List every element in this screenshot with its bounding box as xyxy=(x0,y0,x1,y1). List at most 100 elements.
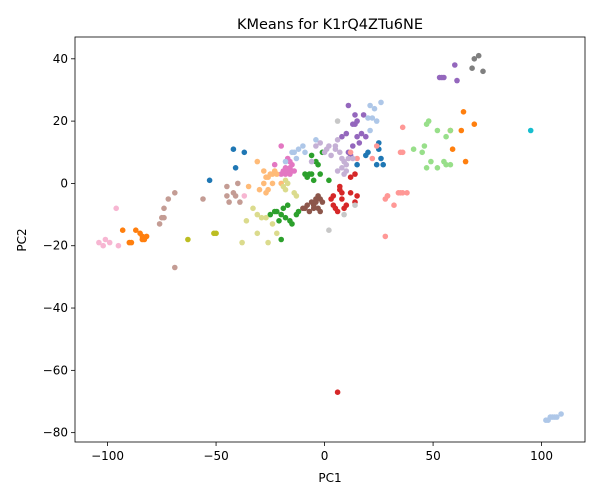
cluster-1-point xyxy=(449,146,456,152)
cluster-2-point xyxy=(276,218,282,224)
cluster-5-point xyxy=(313,196,319,202)
cluster-14-point xyxy=(334,137,341,143)
cluster-0-point xyxy=(206,177,213,184)
cluster-0-point xyxy=(380,161,387,168)
cluster-12-point xyxy=(425,118,432,124)
cluster-4-point xyxy=(360,112,367,118)
cluster-10-point xyxy=(558,411,564,417)
cluster-2-point xyxy=(280,205,287,212)
cluster-5-point xyxy=(300,205,306,212)
y-tick-label: 0 xyxy=(60,176,68,190)
cluster-4-point xyxy=(441,74,447,81)
cluster-4-point xyxy=(354,133,360,140)
cluster-1-point xyxy=(128,239,135,246)
cluster-18-point xyxy=(284,180,291,187)
cluster-10-point xyxy=(282,158,289,165)
cluster-2-point xyxy=(295,208,302,215)
cluster-2-point xyxy=(317,171,324,177)
cluster-1-point xyxy=(139,236,146,243)
cluster-17-point xyxy=(334,118,341,124)
cluster-13-point xyxy=(347,149,354,156)
cluster-14-point xyxy=(337,149,343,156)
cluster-15-point xyxy=(161,214,167,221)
cluster-18-point xyxy=(239,239,245,246)
y-tick-label: 20 xyxy=(53,114,68,128)
cluster-11-point xyxy=(263,190,269,196)
cluster-2-point xyxy=(302,171,308,177)
cluster-4-point xyxy=(363,133,369,140)
cluster-2-point xyxy=(310,177,317,184)
cluster-15-point xyxy=(237,199,243,205)
cluster-16-point xyxy=(115,242,122,249)
cluster-12-point xyxy=(443,133,449,140)
cluster-15-point xyxy=(172,264,178,271)
ticks-layer: −100 −50 0 50 100 40 20 0 −20 −40 −60 −80 xyxy=(43,52,553,463)
cluster-4-point xyxy=(358,130,365,137)
cluster-18-point xyxy=(250,205,256,212)
cluster-15-point xyxy=(165,196,172,202)
cluster-16-point xyxy=(106,239,113,246)
cluster-0-point xyxy=(230,146,237,152)
cluster-18-point xyxy=(243,218,250,224)
cluster-10-point xyxy=(295,146,302,152)
x-tick-label: −50 xyxy=(203,449,228,463)
cluster-4-point xyxy=(452,62,458,68)
cluster-13-point xyxy=(399,149,406,156)
cluster-13-point xyxy=(369,155,376,162)
cluster-1-point xyxy=(133,227,139,233)
cluster-1-point xyxy=(462,158,469,165)
cluster-4-point xyxy=(345,102,352,109)
cluster-12-point xyxy=(428,158,434,165)
cluster-7-point xyxy=(469,65,475,71)
cluster-6-point xyxy=(278,143,285,149)
cluster-15-point xyxy=(226,199,232,205)
cluster-0-point xyxy=(373,161,380,168)
cluster-4-point xyxy=(454,77,460,84)
x-tick-label: 50 xyxy=(425,449,440,463)
cluster-14-point xyxy=(343,161,350,168)
cluster-4-point xyxy=(356,140,363,146)
cluster-16-point xyxy=(113,205,119,212)
cluster-6-point xyxy=(278,171,285,177)
cluster-14-point xyxy=(334,168,341,174)
cluster-5-point xyxy=(319,199,326,205)
cluster-3-point xyxy=(343,202,350,208)
cluster-2-point xyxy=(308,152,315,159)
cluster-13-point xyxy=(391,202,397,208)
cluster-14-point xyxy=(350,155,356,162)
cluster-5-point xyxy=(306,208,313,215)
cluster-6-point xyxy=(271,161,278,168)
cluster-2-point xyxy=(313,158,319,165)
cluster-3-point xyxy=(352,171,358,177)
cluster-13-point xyxy=(399,190,406,196)
cluster-9-point xyxy=(527,127,534,134)
cluster-8-point xyxy=(213,230,219,237)
cluster-4-point xyxy=(339,133,345,140)
cluster-16-point xyxy=(100,242,106,249)
cluster-1-point xyxy=(143,233,150,240)
cluster-2-point xyxy=(278,211,285,218)
cluster-6-point xyxy=(291,168,298,174)
cluster-14-point xyxy=(317,140,324,146)
cluster-14-point xyxy=(341,171,347,177)
cluster-3-point xyxy=(330,202,337,208)
cluster-7-point xyxy=(471,56,478,62)
x-tick-label: −100 xyxy=(91,449,124,463)
cluster-10-point xyxy=(365,115,371,121)
cluster-6-point xyxy=(287,158,293,165)
cluster-18-point xyxy=(293,193,300,199)
points-layer xyxy=(96,52,564,424)
cluster-10-point xyxy=(369,115,376,121)
cluster-16-point xyxy=(241,193,248,199)
cluster-10-point xyxy=(291,149,298,156)
cluster-5-point xyxy=(317,208,324,215)
cluster-17-point xyxy=(326,227,332,233)
cluster-16-point xyxy=(102,236,109,243)
cluster-1-point xyxy=(471,121,478,127)
cluster-18-point xyxy=(263,214,269,221)
cluster-1-point xyxy=(458,127,465,134)
cluster-18-point xyxy=(282,186,289,193)
cluster-2-point xyxy=(284,202,291,208)
cluster-14-point xyxy=(328,152,334,159)
cluster-14-point xyxy=(308,158,315,165)
